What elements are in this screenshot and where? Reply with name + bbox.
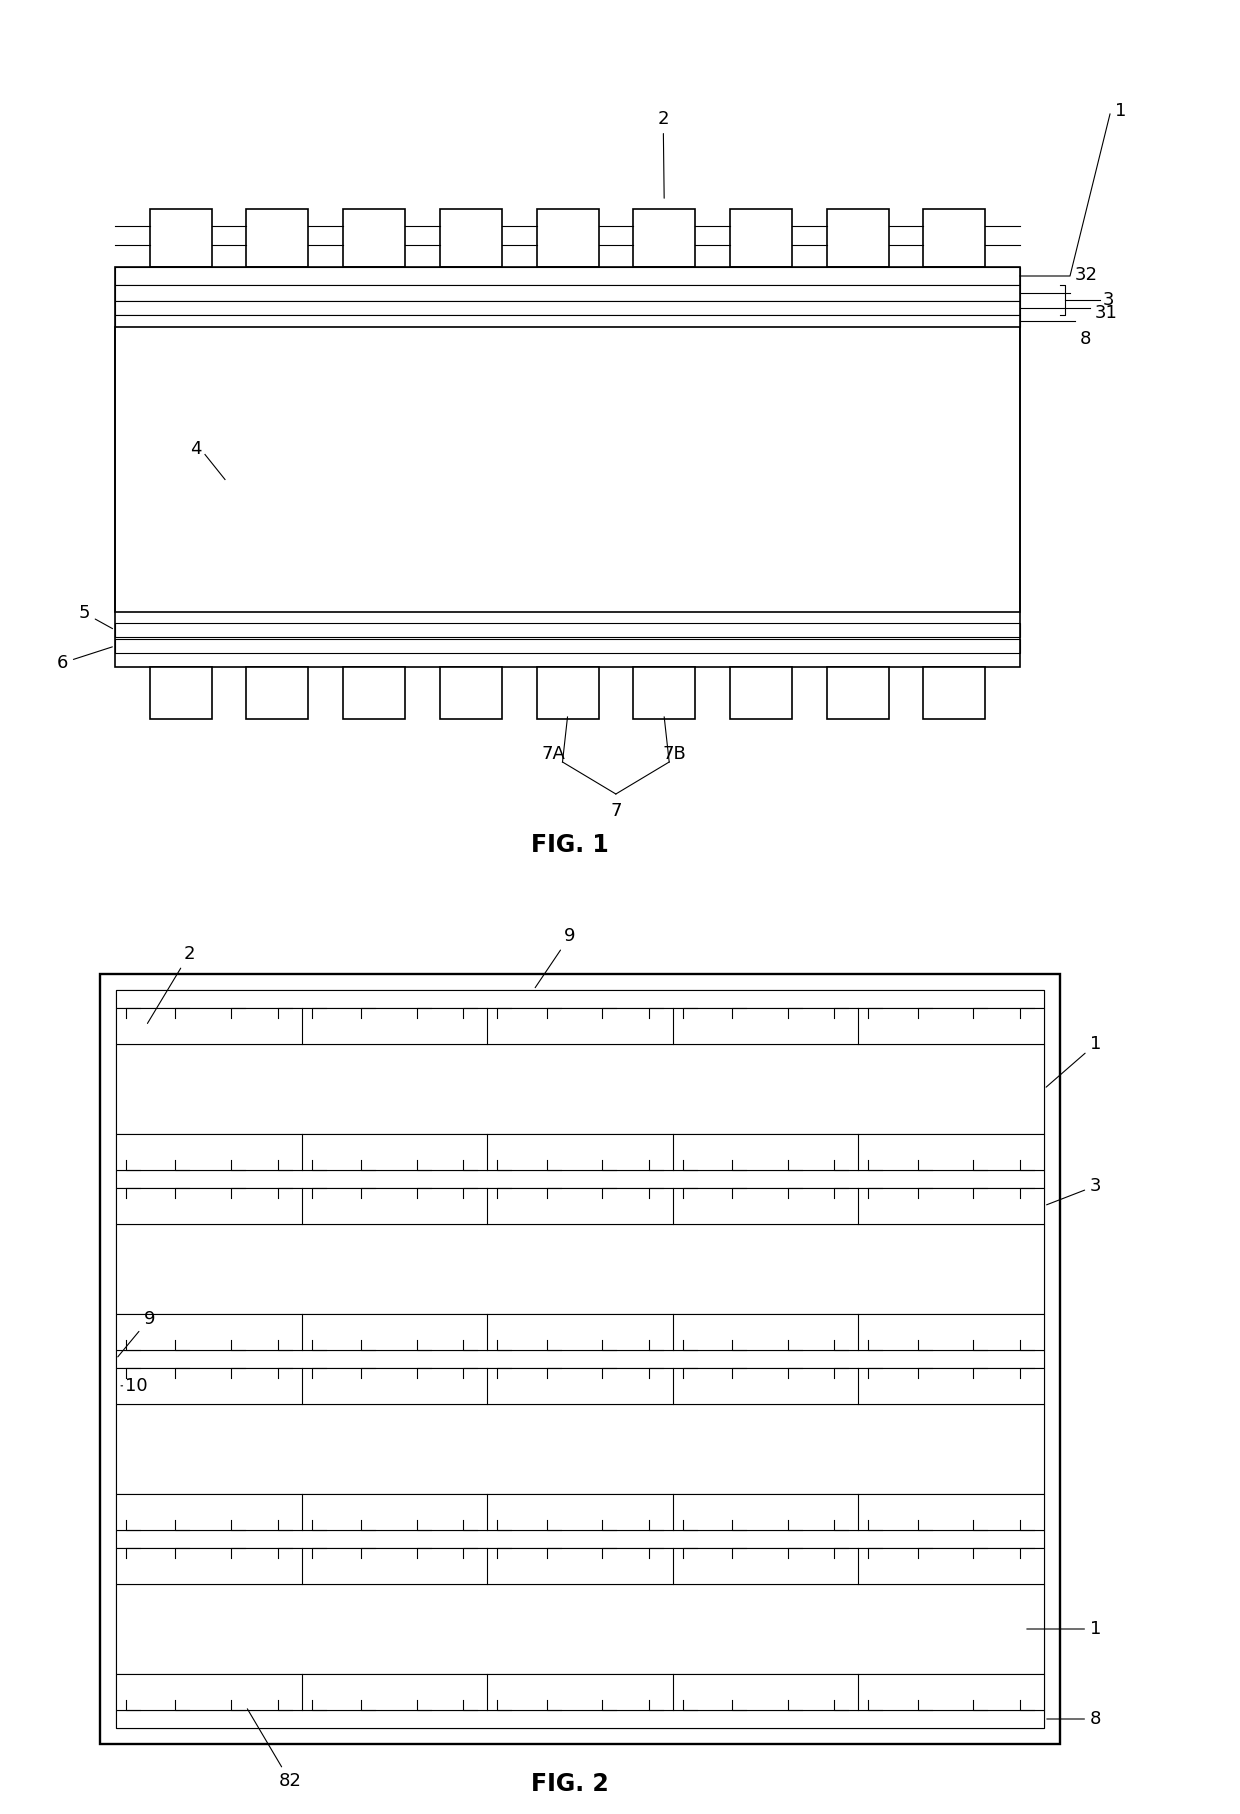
Bar bbox=[117, 1350, 1044, 1368]
Text: 10: 10 bbox=[122, 1377, 148, 1395]
Bar bbox=[827, 209, 889, 267]
Text: 7A: 7A bbox=[542, 746, 565, 764]
Text: 5: 5 bbox=[78, 604, 113, 629]
Bar bbox=[117, 1043, 1044, 1134]
Bar bbox=[117, 1224, 1044, 1315]
Text: 9: 9 bbox=[536, 927, 575, 987]
Text: 7: 7 bbox=[610, 802, 621, 820]
Text: 6: 6 bbox=[57, 648, 113, 671]
Text: 31: 31 bbox=[1095, 305, 1118, 323]
Bar bbox=[115, 639, 1021, 653]
Bar bbox=[117, 1711, 1044, 1729]
Bar bbox=[115, 327, 1021, 611]
Bar bbox=[924, 209, 986, 267]
Bar bbox=[115, 267, 1021, 668]
Text: 2: 2 bbox=[148, 945, 195, 1023]
Bar bbox=[924, 668, 986, 718]
Text: 7B: 7B bbox=[662, 746, 686, 764]
Bar bbox=[115, 285, 1021, 301]
Bar bbox=[100, 974, 1060, 1743]
Bar bbox=[117, 1495, 1044, 1529]
Text: 3: 3 bbox=[1047, 1177, 1101, 1204]
Bar bbox=[537, 668, 599, 718]
Bar bbox=[117, 990, 1044, 1729]
Bar bbox=[117, 990, 1044, 1009]
Text: 1: 1 bbox=[1115, 102, 1126, 120]
Text: 1: 1 bbox=[1027, 1620, 1101, 1638]
Bar bbox=[115, 316, 1021, 327]
Bar bbox=[117, 1134, 1044, 1170]
Bar bbox=[117, 1368, 1044, 1404]
Bar bbox=[634, 209, 696, 267]
Bar bbox=[343, 209, 405, 267]
Text: 9: 9 bbox=[118, 1310, 155, 1357]
Bar bbox=[117, 1315, 1044, 1350]
Bar bbox=[150, 209, 212, 267]
Bar bbox=[117, 1529, 1044, 1547]
Text: 1: 1 bbox=[1047, 1036, 1101, 1087]
Bar bbox=[343, 668, 405, 718]
Text: 82: 82 bbox=[247, 1709, 301, 1790]
Bar bbox=[537, 209, 599, 267]
Text: FIG. 2: FIG. 2 bbox=[531, 1772, 609, 1796]
Bar bbox=[730, 209, 792, 267]
Bar bbox=[115, 301, 1021, 316]
Bar bbox=[117, 1547, 1044, 1584]
Text: 3: 3 bbox=[1104, 290, 1115, 308]
Text: 2: 2 bbox=[657, 111, 668, 198]
Bar bbox=[117, 1404, 1044, 1495]
Bar bbox=[634, 668, 696, 718]
Bar bbox=[115, 267, 1021, 285]
Text: 8: 8 bbox=[1047, 1711, 1101, 1729]
Bar bbox=[117, 1674, 1044, 1711]
Bar bbox=[150, 668, 212, 718]
Text: 32: 32 bbox=[1075, 267, 1097, 285]
Bar bbox=[440, 209, 502, 267]
Bar bbox=[117, 1584, 1044, 1674]
Text: 8: 8 bbox=[1080, 330, 1091, 348]
Bar bbox=[827, 668, 889, 718]
Bar bbox=[117, 1009, 1044, 1043]
Bar bbox=[440, 668, 502, 718]
Bar bbox=[117, 1188, 1044, 1224]
Text: FIG. 1: FIG. 1 bbox=[531, 833, 609, 856]
Bar bbox=[247, 668, 309, 718]
Bar bbox=[115, 622, 1021, 637]
Bar bbox=[117, 1170, 1044, 1188]
Bar bbox=[730, 668, 792, 718]
Bar bbox=[247, 209, 309, 267]
Text: 4: 4 bbox=[190, 441, 201, 459]
